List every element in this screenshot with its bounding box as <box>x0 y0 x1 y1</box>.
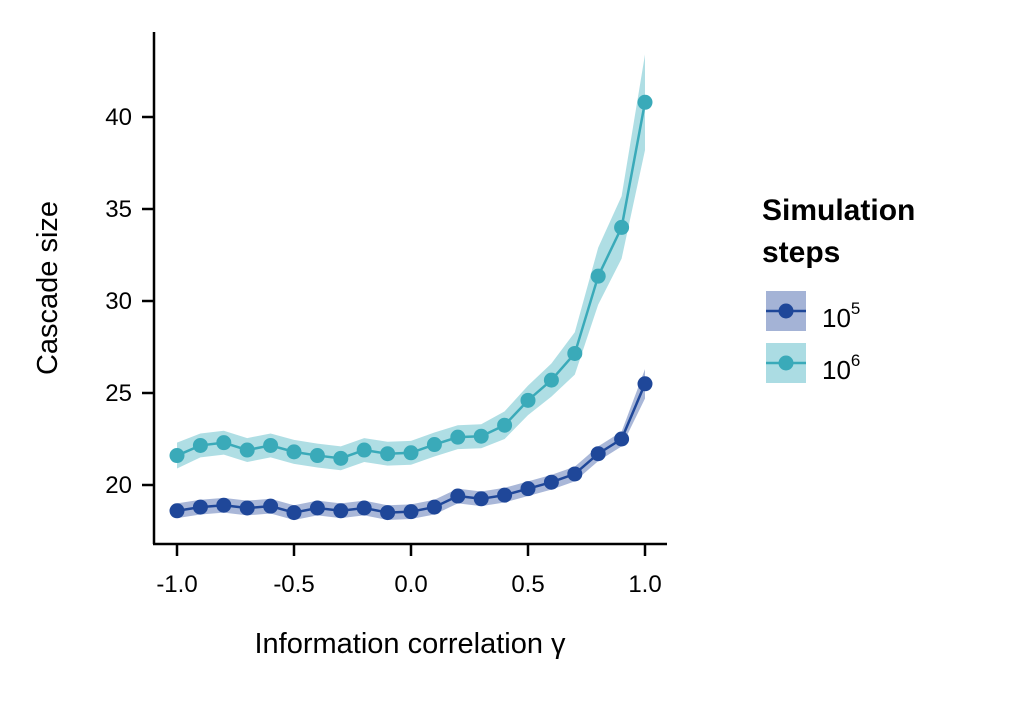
x-tick-label: -1.0 <box>156 571 197 598</box>
data-point <box>192 499 208 515</box>
data-point <box>637 94 653 110</box>
data-point <box>239 500 255 516</box>
data-point <box>450 488 466 504</box>
data-point <box>192 437 208 453</box>
data-point <box>497 487 513 503</box>
data-point <box>333 450 349 466</box>
y-tick-label: 30 <box>105 288 132 315</box>
x-tick-label: 0.0 <box>394 571 427 598</box>
y-axis-ticks: 20 25 30 35 40 <box>105 104 154 499</box>
x-tick-label: 1.0 <box>628 571 661 598</box>
legend-label: 106 <box>822 351 860 385</box>
data-point <box>590 446 606 462</box>
legend-title-line2: steps <box>762 236 840 269</box>
data-point <box>520 481 536 497</box>
data-point <box>169 448 185 464</box>
y-tick-label: 35 <box>105 196 132 223</box>
data-point <box>543 372 559 388</box>
data-point <box>216 435 232 451</box>
data-point <box>356 442 372 458</box>
series-10-6 <box>169 54 653 471</box>
data-point <box>286 444 302 460</box>
legend-title-line1: Simulation <box>762 194 915 227</box>
confidence-band <box>177 54 645 471</box>
x-tick-label: -0.5 <box>273 571 314 598</box>
legend-entry-10-5: 105 <box>766 291 860 333</box>
data-point <box>333 503 349 519</box>
x-axis-title: Information correlation γ <box>254 628 566 660</box>
data-point <box>567 466 583 482</box>
y-tick-label: 20 <box>105 472 132 499</box>
data-point <box>380 505 396 521</box>
data-point <box>426 499 442 515</box>
data-point <box>309 500 325 516</box>
data-point <box>520 392 536 408</box>
data-point <box>169 503 185 519</box>
data-point <box>216 497 232 513</box>
legend-point-swatch <box>778 355 794 371</box>
data-point <box>403 445 419 461</box>
legend-label-exponent: 6 <box>851 351 860 370</box>
y-tick-label: 40 <box>105 104 132 131</box>
data-point <box>380 446 396 462</box>
y-axis-title: Cascade size <box>32 201 64 375</box>
data-point <box>309 448 325 464</box>
data-point <box>497 417 513 433</box>
legend-entry-10-6: 106 <box>766 343 860 385</box>
legend-label: 105 <box>822 299 860 333</box>
data-point <box>637 376 653 392</box>
data-point <box>543 474 559 490</box>
x-tick-label: 0.5 <box>511 571 544 598</box>
plot-area <box>169 54 653 521</box>
series-10-5 <box>169 369 653 521</box>
data-point <box>614 219 630 235</box>
legend-label-base: 10 <box>822 303 851 333</box>
data-point <box>614 431 630 447</box>
data-point <box>286 505 302 521</box>
data-point <box>426 437 442 453</box>
data-point <box>263 498 279 514</box>
legend-label-exponent: 5 <box>851 299 860 318</box>
data-point <box>567 345 583 361</box>
legend-label-base: 10 <box>822 355 851 385</box>
x-axis-ticks: -1.0 -0.5 0.0 0.5 1.0 <box>156 544 662 598</box>
data-point <box>473 491 489 507</box>
data-point <box>450 429 466 445</box>
data-point <box>239 442 255 458</box>
series-line <box>176 102 647 460</box>
legend-point-swatch <box>778 303 794 319</box>
y-tick-label: 25 <box>105 380 132 407</box>
data-point <box>403 504 419 520</box>
data-point <box>263 437 279 453</box>
data-point <box>473 428 489 444</box>
data-point <box>356 500 372 516</box>
data-point <box>590 268 606 284</box>
